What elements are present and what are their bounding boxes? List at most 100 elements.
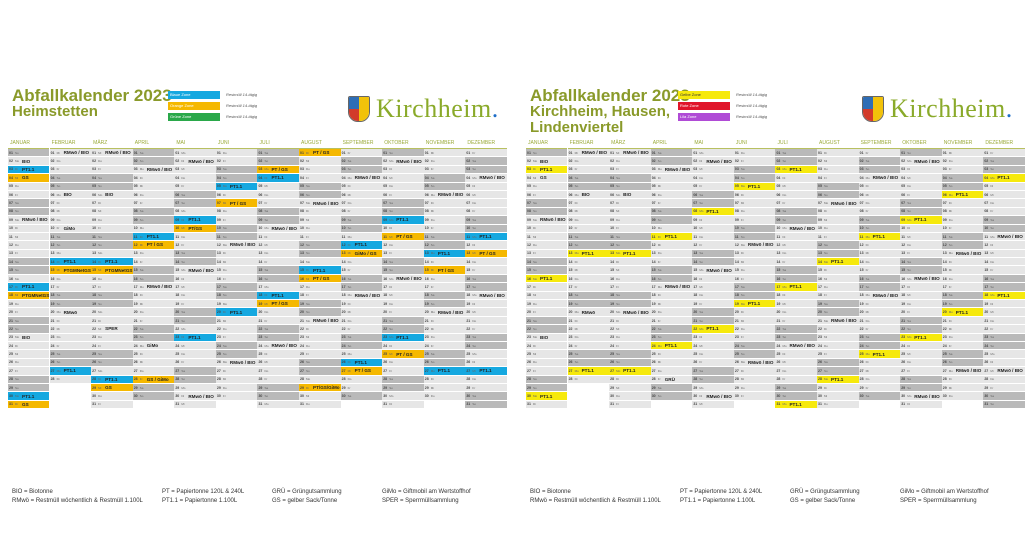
day-cell: 30 Do [609,392,651,401]
day-cell: 12 Mo RMwö / BIO [215,241,258,250]
day-cell: 23 So [132,333,175,342]
collection-label: GS / GiMo [146,376,169,382]
day-cell [941,400,984,410]
month-name: NOVEMBER [423,139,466,149]
collection-label: RMwö / BIO [229,242,256,248]
day-cell: 18 Sa [609,291,651,301]
day-cell: 04 Mi GS [8,174,50,183]
months-grid: JANUAR 01 So 02 Mo BIO 03 Di PT1.1 04 Mi GS 05 Do 06 Fr… [526,139,1025,410]
month-name: OKTOBER [900,139,942,149]
day-cell: 18 Do [174,291,216,301]
month-column: OKTOBER 01 So 02 Mo RMwö / BIO 03 Di 04 Mi 05 Do 06 F… [382,139,424,410]
day-cell: 10 Di [8,224,50,233]
day-cell: 19 So [941,300,984,309]
day-cell: 11 Mo PT1.1 [465,232,507,242]
day-cell: 24 Mo RMwö / BIO [257,341,299,351]
collection-label: PT1.1 [22,284,35,290]
collection-label: PT1.1 [354,359,367,365]
collection-label: PT1.1 [437,368,451,374]
day-cell: 15 Mi PT / GS [423,266,466,275]
day-cell: 21 Di [49,316,92,326]
day-cell: 14 Do [858,258,901,267]
day-cell: 27 Fr [900,367,942,376]
day-cell: 12 Di PT1.1 [340,241,383,250]
day-cell: 11 So [733,232,776,242]
month-column: MAI 01 Mo 02 Di RMwö / BIO 03 Mi 04 Do 05 Fr 06 Sa 07 S… [692,139,734,410]
day-cell: 28 Sa [900,375,942,384]
day-cell [132,400,175,410]
collection-label: BIO [540,334,549,340]
day-cell: 27 Di [215,367,258,376]
day-cell: 12 Do [382,241,424,250]
month-column: JULI 01 Sa 02 So 03 Mo PT1.1 04 Di 05 Mi 06 Do 07 Fr 08 S… [775,139,817,410]
day-cell: 29 Fr [465,383,507,393]
day-cell: 08 Di [299,207,341,217]
day-cell: 22 Fr [983,325,1025,334]
day-cell: 03 Di PT1.1 [526,165,568,175]
day-cell: 01 Mi [941,149,984,158]
day-cell: 13 So [817,249,859,259]
day-cell: 21 Fr [650,316,693,326]
day-cell: 13 Fr [526,249,568,259]
day-cell: 25 Mi PT / GS [382,350,424,359]
day-cell: 06 Mo PT1.1 [941,190,984,200]
day-cell: 03 So [340,165,383,175]
day-cell: 10 Fr [941,224,984,233]
day-cell: 02 Do [91,157,133,166]
legend-item: PT1.1 = Papiertonne 1.100L [680,498,756,504]
collection-label: RMwö / BIO [789,225,815,231]
collection-label: PT1.1 [479,234,492,240]
day-cell: 08 Do [733,207,776,217]
day-cell: 22 Di [299,325,341,334]
day-cell: 19 Do [900,300,942,309]
day-cell: 28 Mi [733,375,776,384]
day-cell: 21 Sa [382,316,424,326]
day-cell: 10 Sa [215,224,258,233]
month-name: MÄRZ [91,139,133,149]
day-cell: 03 Fr [567,165,610,175]
day-cell: 05 Do [8,182,50,191]
day-cell: 25 Di [775,350,817,359]
collection-label: RMwö / BIO [105,150,131,156]
day-cell: 20 Mi [858,308,901,317]
day-cell: 11 Do [692,232,734,242]
month-name: DEZEMBER [465,139,507,149]
day-cell: 07 Di [91,199,133,208]
day-cell: 29 So [526,383,568,393]
month-column: MÄRZ 01 Mi RMwö / BIO 02 Do 03 Fr 04 Sa 05 So 06 Mo BI… [609,139,651,410]
abbreviation-legend: BIO = Biotonne PT = Papiertonne 120L & 2… [530,489,1010,504]
day-cell: 16 Do [49,274,92,284]
day-cell: 26 So [91,358,133,368]
day-cell: 08 Mi [567,207,610,217]
day-cell: 28 So [692,375,734,384]
zone-orange: Orange Zone Restmüll 14-tägig [168,101,258,110]
collection-label: PT1.1 [540,166,553,172]
collection-label: PT1.1 [479,368,492,374]
day-cell: 16 Do [423,274,466,284]
collection-label: PT / GS [313,150,330,156]
day-cell: 02 Mi [817,157,859,166]
day-cell: 27 Fr [382,367,424,376]
collection-label: RMwö / BIO [914,158,940,164]
collection-label: GS [22,175,29,181]
day-cell: 26 Mi [775,358,817,368]
day-cell: 04 Do [692,174,734,183]
collection-label: PT1.1 [105,259,118,265]
legend-item: GiMo = Giftmobil am Wertstoffhof [900,489,989,495]
day-cell: 30 Do [423,392,466,401]
day-cell: 10 Sa [733,224,776,233]
day-cell: 09 Do [941,216,984,225]
day-cell: 07 Fr [257,199,299,208]
day-cell: 04 Mi [382,174,424,183]
day-cell: 01 Di PT / GS [299,149,341,158]
day-cell: 18 Di [775,291,817,301]
month-column: DEZEMBER 01 Fr 02 Sa 03 So 04 Mo PT1.1 05 Di 06 Mi 07 D… [983,139,1025,410]
day-cell: 22 So [900,325,942,334]
day-cell: 06 Fr [900,190,942,200]
collection-label: PT1.1 [955,192,969,198]
day-cell: 29 Do [215,383,258,393]
day-cell: 02 Do [567,157,610,166]
collection-label: BIO [22,334,31,340]
day-cell: 16 So [650,274,693,284]
day-cell: 28 Sa [382,375,424,384]
